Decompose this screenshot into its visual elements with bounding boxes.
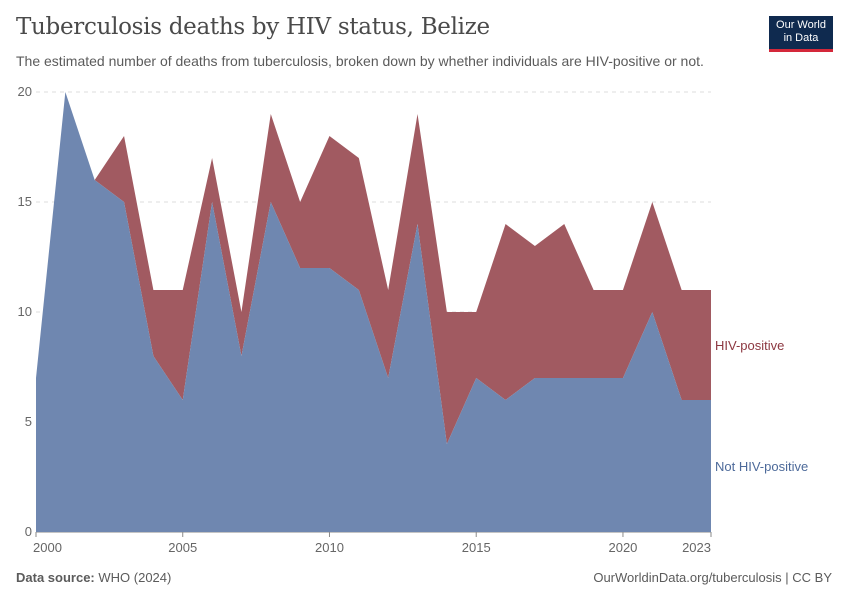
- owid-logo[interactable]: Our World in Data: [769, 16, 833, 52]
- y-tick-label: 5: [25, 414, 32, 429]
- x-axis-ticks: 2000 2005 2010 2015 2020 2023: [33, 532, 712, 555]
- x-tick-label: 2015: [462, 540, 491, 555]
- chart-subtitle: The estimated number of deaths from tube…: [16, 53, 704, 69]
- area-series: [36, 92, 711, 532]
- series-labels: HIV-positive Not HIV-positive: [715, 338, 808, 474]
- y-tick-label: 20: [18, 84, 32, 99]
- x-tick-label: 2005: [168, 540, 197, 555]
- y-tick-label: 15: [18, 194, 32, 209]
- y-tick-label: 0: [25, 524, 32, 539]
- data-source-label: Data source:: [16, 570, 95, 585]
- source-url-link[interactable]: OurWorldinData.org/tuberculosis | CC BY: [593, 570, 832, 585]
- x-tick-label: 2023: [682, 540, 711, 555]
- x-tick-label: 2020: [608, 540, 637, 555]
- area-not-hiv-positive: [36, 92, 711, 532]
- logo-line-1: Our World: [776, 19, 826, 31]
- data-source: Data source: WHO (2024): [16, 570, 171, 585]
- data-source-value: WHO (2024): [98, 570, 172, 585]
- series-label-hiv-positive: HIV-positive: [715, 338, 784, 353]
- series-label-not-hiv-positive: Not HIV-positive: [715, 459, 808, 474]
- logo-line-2: in Data: [783, 32, 819, 44]
- x-tick-label: 2000: [33, 540, 62, 555]
- y-tick-label: 10: [18, 304, 32, 319]
- x-tick-label: 2010: [315, 540, 344, 555]
- chart-title: Tuberculosis deaths by HIV status, Beliz…: [16, 14, 490, 40]
- y-axis-ticks: 0 5 10 15 20: [18, 84, 32, 539]
- area-hiv-positive: [36, 92, 711, 444]
- stacked-area-chart: 0 5 10 15 20 2000 2005 2010 2015 2020 2023 HIV-po…: [18, 84, 809, 555]
